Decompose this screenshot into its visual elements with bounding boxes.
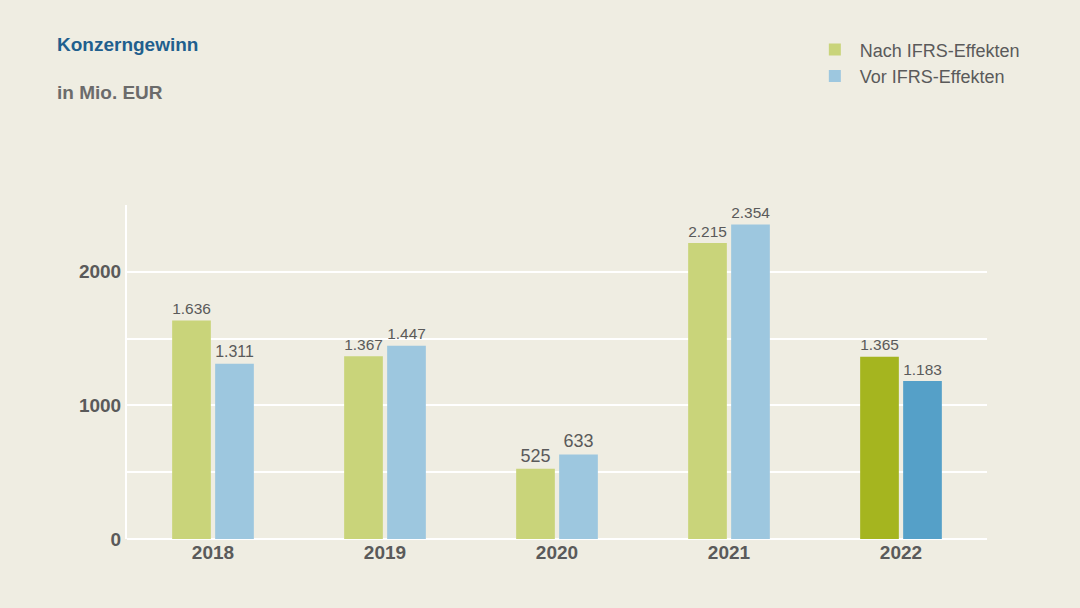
svg-text:Nach IFRS-Effekten: Nach IFRS-Effekten <box>860 41 1020 61</box>
svg-text:2.215: 2.215 <box>688 223 727 240</box>
svg-text:1000: 1000 <box>79 395 121 416</box>
svg-text:1.636: 1.636 <box>172 300 211 317</box>
svg-text:0: 0 <box>111 529 122 550</box>
svg-text:1.367: 1.367 <box>344 336 383 353</box>
svg-text:2021: 2021 <box>708 542 751 563</box>
svg-text:Konzerngewinn: Konzerngewinn <box>57 34 198 55</box>
svg-text:1.183: 1.183 <box>903 361 942 378</box>
svg-text:1.447: 1.447 <box>387 325 426 342</box>
svg-text:2.354: 2.354 <box>731 204 770 221</box>
svg-text:2019: 2019 <box>364 542 406 563</box>
svg-text:2022: 2022 <box>880 542 922 563</box>
svg-text:1.311: 1.311 <box>215 343 254 360</box>
svg-text:2020: 2020 <box>536 542 578 563</box>
svg-text:633: 633 <box>563 431 593 451</box>
svg-text:Vor IFRS-Effekten: Vor IFRS-Effekten <box>860 67 1005 87</box>
svg-text:2000: 2000 <box>79 261 121 282</box>
svg-text:in Mio. EUR: in Mio. EUR <box>57 82 163 103</box>
svg-text:525: 525 <box>520 446 550 466</box>
svg-text:2018: 2018 <box>192 542 234 563</box>
svg-text:1.365: 1.365 <box>860 336 899 353</box>
